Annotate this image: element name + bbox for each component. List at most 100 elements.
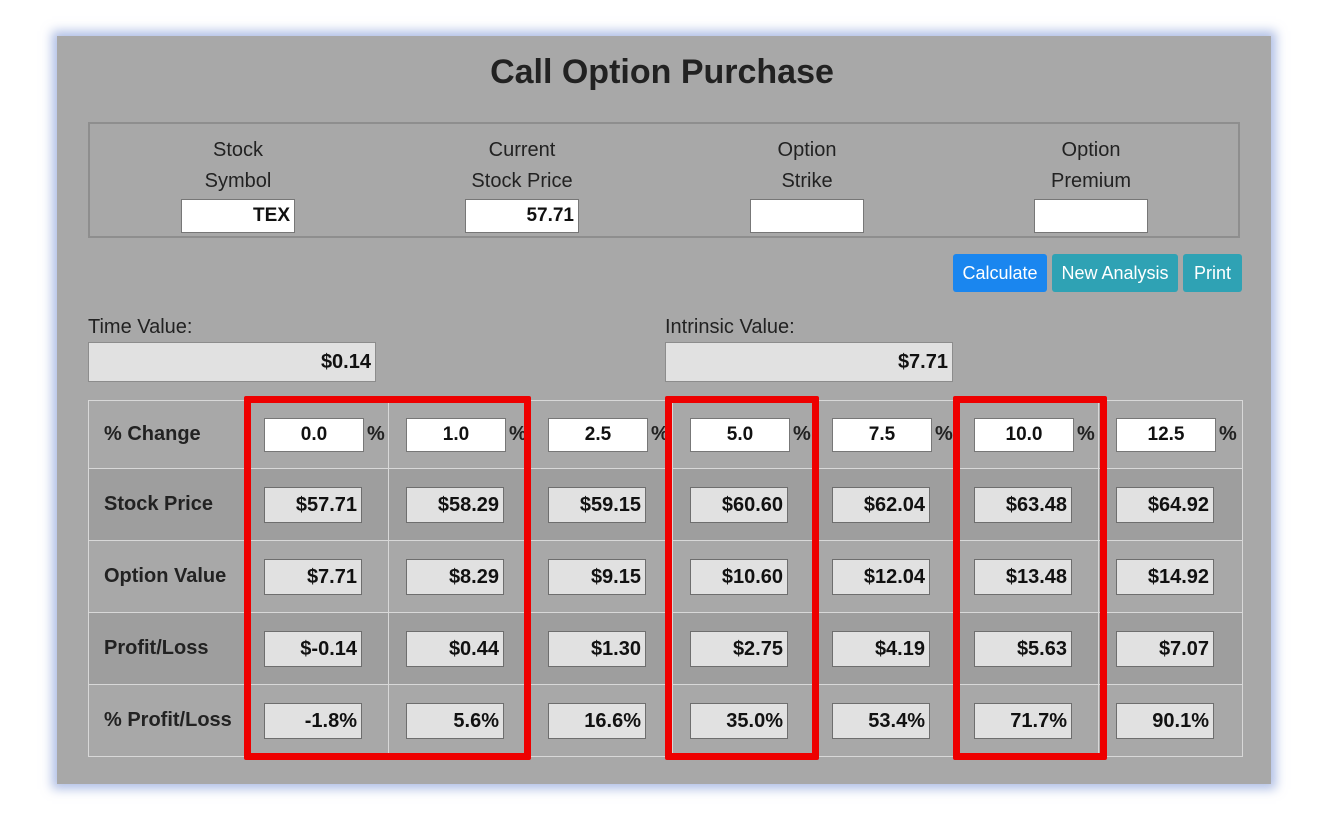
pct-profit-loss-output: 35.0% — [690, 702, 788, 739]
cell-pct-profit-loss-3: 35.0% — [672, 684, 815, 757]
pct-change-input[interactable] — [548, 417, 648, 452]
cell-profit-loss-5: $5.63 — [956, 612, 1099, 685]
stock-price-output: $58.29 — [406, 486, 504, 523]
cell-pct-profit-loss-0: -1.8% — [246, 684, 389, 757]
cell-option-value-4: $12.04 — [814, 540, 957, 613]
stock-price-output: $60.60 — [690, 486, 788, 523]
stock-price-output: $59.15 — [548, 486, 646, 523]
cell-stock-price-1: $58.29 — [388, 468, 531, 541]
cell-option-value-1: $8.29 — [388, 540, 531, 613]
option-value-output: $7.71 — [264, 558, 362, 595]
cell-option-value-0: $7.71 — [246, 540, 389, 613]
stock-symbol-input[interactable] — [181, 199, 295, 233]
table-row-pct-profit-loss: % Profit/Loss -1.8% 5.6% 16.6% 35.0% 53.4% 71.… — [88, 684, 1243, 757]
pct-profit-loss-output: 53.4% — [832, 702, 930, 739]
time-value-output: $0.14 — [88, 342, 376, 382]
new-analysis-button[interactable]: New Analysis — [1052, 254, 1178, 292]
cell-stock-price-2: $59.15 — [530, 468, 673, 541]
percent-sign: % — [509, 423, 527, 445]
cell-stock-price-5: $63.48 — [956, 468, 1099, 541]
cell-pct-profit-loss-2: 16.6% — [530, 684, 673, 757]
cell-pct-change-5: % — [956, 400, 1099, 469]
current-stock-price-label-line2: Stock Price — [471, 170, 573, 192]
row-label-stock-price: Stock Price — [88, 468, 247, 541]
profit-loss-output: $5.63 — [974, 630, 1072, 667]
cell-pct-change-4: % — [814, 400, 957, 469]
cell-pct-profit-loss-4: 53.4% — [814, 684, 957, 757]
profit-loss-output: $7.07 — [1116, 630, 1214, 667]
table-row-stock-price: Stock Price $57.71 $58.29 $59.15 $60.60 $62.0… — [88, 468, 1243, 541]
option-premium-input[interactable] — [1034, 199, 1148, 233]
pct-change-input[interactable] — [974, 417, 1074, 452]
percent-sign: % — [1077, 423, 1095, 445]
cell-option-value-2: $9.15 — [530, 540, 673, 613]
pct-profit-loss-output: 5.6% — [406, 702, 504, 739]
option-strike-input[interactable] — [750, 199, 864, 233]
current-stock-price-input[interactable] — [465, 199, 579, 233]
profit-loss-output: $-0.14 — [264, 630, 362, 667]
percent-sign: % — [367, 423, 385, 445]
pct-change-input[interactable] — [264, 417, 364, 452]
page-title: Call Option Purchase — [490, 53, 834, 91]
current-stock-price-field: Current Stock Price — [422, 135, 622, 233]
stock-price-output: $62.04 — [832, 486, 930, 523]
cell-pct-profit-loss-6: 90.1% — [1098, 684, 1243, 757]
percent-sign: % — [1219, 423, 1237, 445]
pct-change-input[interactable] — [690, 417, 790, 452]
option-strike-label-line1: Option — [777, 139, 837, 161]
stock-price-output: $63.48 — [974, 486, 1072, 523]
cell-profit-loss-1: $0.44 — [388, 612, 531, 685]
pct-change-input[interactable] — [406, 417, 506, 452]
cell-profit-loss-4: $4.19 — [814, 612, 957, 685]
percent-sign: % — [651, 423, 669, 445]
inputs-section — [88, 122, 1240, 238]
cell-option-value-5: $13.48 — [956, 540, 1099, 613]
pct-change-input[interactable] — [832, 417, 932, 452]
cell-profit-loss-6: $7.07 — [1098, 612, 1243, 685]
cell-pct-change-0: % — [246, 400, 389, 469]
pct-profit-loss-output: 71.7% — [974, 702, 1072, 739]
pct-profit-loss-output: 16.6% — [548, 702, 646, 739]
profit-loss-output: $0.44 — [406, 630, 504, 667]
option-value-output: $10.60 — [690, 558, 788, 595]
percent-sign: % — [793, 423, 811, 445]
cell-pct-profit-loss-5: 71.7% — [956, 684, 1099, 757]
stock-symbol-field: Stock Symbol — [138, 135, 338, 233]
stock-symbol-label-line2: Symbol — [204, 170, 272, 192]
option-value-output: $8.29 — [406, 558, 504, 595]
row-label-pct-profit-loss: % Profit/Loss — [88, 684, 247, 757]
pct-profit-loss-output: -1.8% — [264, 702, 362, 739]
intrinsic-value-label: Intrinsic Value: — [665, 316, 795, 338]
cell-stock-price-4: $62.04 — [814, 468, 957, 541]
cell-pct-change-1: % — [388, 400, 531, 469]
row-label-profit-loss: Profit/Loss — [88, 612, 247, 685]
stock-price-output: $64.92 — [1116, 486, 1214, 523]
option-value-output: $12.04 — [832, 558, 930, 595]
option-value-output: $13.48 — [974, 558, 1072, 595]
cell-stock-price-3: $60.60 — [672, 468, 815, 541]
pct-profit-loss-output: 90.1% — [1116, 702, 1214, 739]
table-row-pct-change: % Change%%%%%%% — [88, 400, 1243, 469]
percent-sign: % — [935, 423, 953, 445]
cell-pct-change-2: % — [530, 400, 673, 469]
calculate-button[interactable]: Calculate — [953, 254, 1047, 292]
print-button[interactable]: Print — [1183, 254, 1242, 292]
cell-pct-change-3: % — [672, 400, 815, 469]
intrinsic-value-output: $7.71 — [665, 342, 953, 382]
cell-stock-price-6: $64.92 — [1098, 468, 1243, 541]
profit-loss-output: $2.75 — [690, 630, 788, 667]
cell-pct-profit-loss-1: 5.6% — [388, 684, 531, 757]
cell-profit-loss-2: $1.30 — [530, 612, 673, 685]
option-strike-field: Option Strike — [707, 135, 907, 233]
table-row-option-value: Option Value $7.71 $8.29 $9.15 $10.60 $12.04 $… — [88, 540, 1243, 613]
row-label-pct-change: % Change — [88, 400, 247, 469]
option-value-output: $9.15 — [548, 558, 646, 595]
profit-loss-output: $4.19 — [832, 630, 930, 667]
cell-option-value-3: $10.60 — [672, 540, 815, 613]
option-premium-label-line1: Option — [1061, 139, 1121, 161]
cell-profit-loss-0: $-0.14 — [246, 612, 389, 685]
cell-option-value-6: $14.92 — [1098, 540, 1243, 613]
pct-change-input[interactable] — [1116, 417, 1216, 452]
cell-stock-price-0: $57.71 — [246, 468, 389, 541]
profit-loss-output: $1.30 — [548, 630, 646, 667]
